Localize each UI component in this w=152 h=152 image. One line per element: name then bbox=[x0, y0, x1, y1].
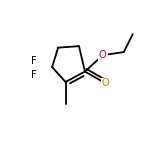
Text: O: O bbox=[102, 78, 110, 88]
Text: F: F bbox=[31, 69, 37, 79]
Text: O: O bbox=[99, 50, 107, 60]
Text: F: F bbox=[31, 56, 37, 66]
